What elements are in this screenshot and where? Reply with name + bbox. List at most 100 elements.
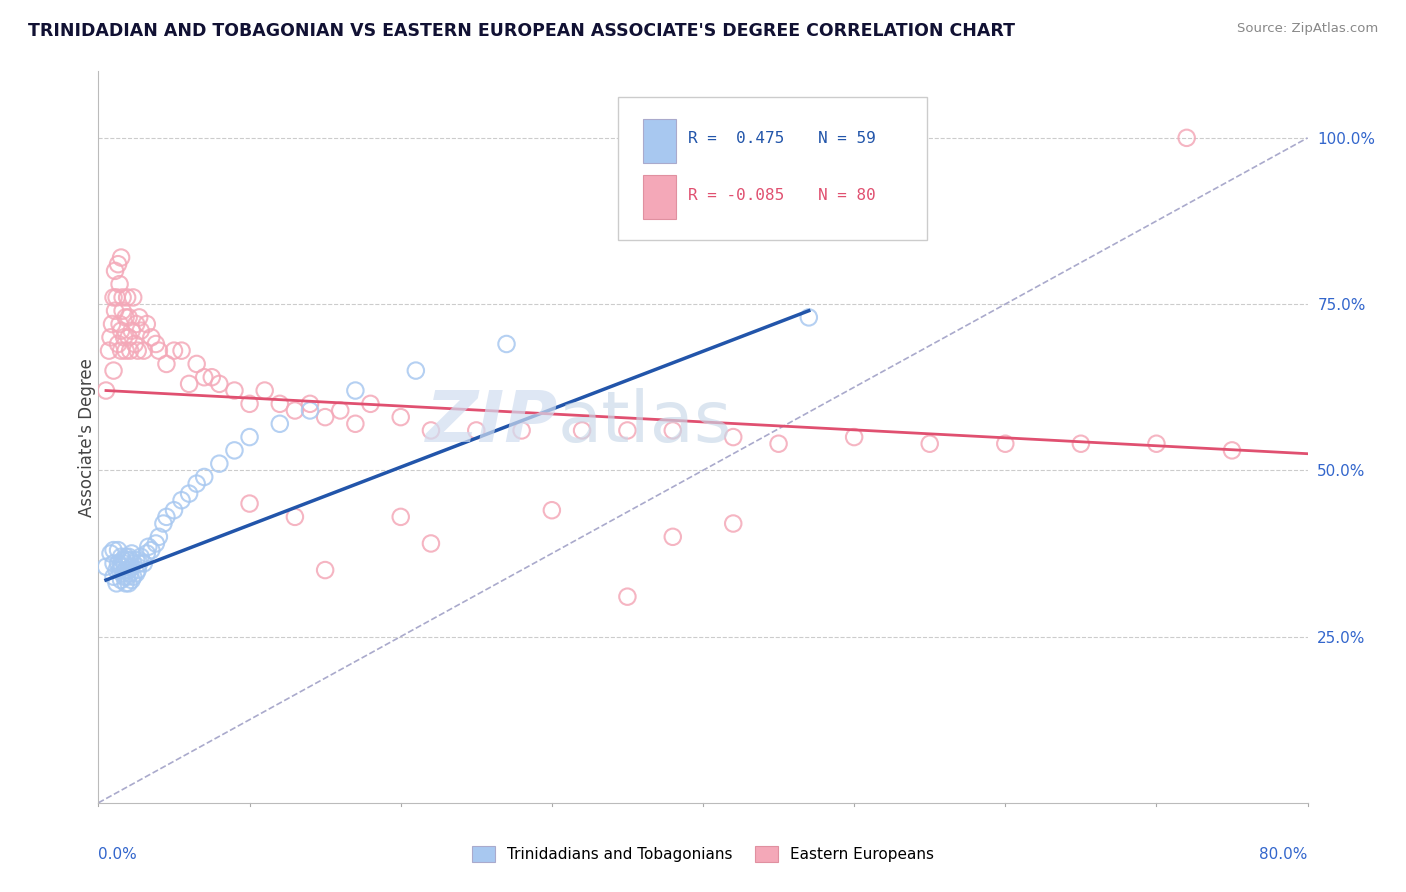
- Y-axis label: Associate's Degree: Associate's Degree: [79, 358, 96, 516]
- Point: [170, 493, 193, 508]
- Point: [314, 563, 336, 577]
- Point: [100, 546, 122, 560]
- Point: [208, 376, 231, 391]
- Point: [115, 570, 138, 584]
- Point: [94, 559, 117, 574]
- Point: [405, 363, 427, 377]
- Text: N = 59: N = 59: [818, 131, 876, 146]
- Point: [170, 343, 193, 358]
- Point: [107, 543, 129, 558]
- Point: [420, 536, 443, 550]
- Point: [136, 540, 159, 554]
- Point: [299, 397, 322, 411]
- Point: [284, 403, 307, 417]
- Point: [132, 343, 155, 358]
- Point: [723, 516, 745, 531]
- Point: [118, 330, 141, 344]
- Point: [94, 384, 117, 398]
- Point: [1175, 131, 1198, 145]
- Text: Source: ZipAtlas.com: Source: ZipAtlas.com: [1237, 22, 1378, 36]
- Point: [269, 417, 291, 431]
- Point: [163, 503, 186, 517]
- Point: [114, 563, 136, 577]
- Point: [844, 430, 866, 444]
- Point: [105, 290, 128, 304]
- Point: [193, 370, 215, 384]
- Point: [121, 546, 143, 560]
- Point: [107, 257, 129, 271]
- Point: [465, 424, 488, 438]
- Point: [269, 397, 291, 411]
- Point: [918, 436, 941, 450]
- Point: [122, 557, 145, 571]
- Point: [495, 337, 517, 351]
- Point: [239, 430, 262, 444]
- Point: [128, 310, 150, 325]
- Bar: [643, 119, 676, 163]
- Point: [389, 509, 412, 524]
- Point: [329, 403, 352, 417]
- Point: [179, 486, 201, 500]
- Point: [105, 563, 128, 577]
- Point: [118, 549, 141, 564]
- Point: [110, 324, 132, 338]
- Point: [125, 317, 148, 331]
- Point: [104, 303, 127, 318]
- Point: [110, 251, 132, 265]
- Text: 0.0%: 0.0%: [98, 847, 138, 862]
- Point: [103, 290, 125, 304]
- Point: [540, 503, 562, 517]
- Point: [111, 566, 134, 581]
- Point: [103, 570, 125, 584]
- Point: [125, 566, 148, 581]
- Point: [179, 376, 201, 391]
- Point: [115, 553, 138, 567]
- Point: [114, 310, 136, 325]
- Point: [118, 310, 141, 325]
- Point: [111, 553, 134, 567]
- Point: [571, 424, 593, 438]
- Point: [112, 570, 135, 584]
- Point: [1070, 436, 1092, 450]
- Point: [104, 264, 127, 278]
- Point: [186, 357, 208, 371]
- Point: [127, 563, 149, 577]
- Point: [616, 590, 638, 604]
- Point: [114, 576, 136, 591]
- Point: [110, 559, 132, 574]
- Point: [994, 436, 1017, 450]
- Point: [314, 410, 336, 425]
- Point: [145, 337, 167, 351]
- Point: [120, 566, 142, 581]
- Text: R =  0.475: R = 0.475: [689, 131, 785, 146]
- Text: R = -0.085: R = -0.085: [689, 188, 785, 203]
- Point: [360, 397, 382, 411]
- Point: [163, 343, 186, 358]
- Point: [107, 337, 129, 351]
- Point: [135, 546, 157, 560]
- Point: [344, 417, 367, 431]
- Point: [121, 573, 143, 587]
- Bar: [643, 175, 676, 219]
- Point: [420, 424, 443, 438]
- Point: [768, 436, 790, 450]
- Point: [201, 370, 224, 384]
- Point: [103, 363, 125, 377]
- Point: [111, 290, 134, 304]
- Point: [148, 343, 170, 358]
- Point: [155, 357, 177, 371]
- Point: [239, 397, 262, 411]
- Point: [389, 410, 412, 425]
- Point: [208, 457, 231, 471]
- Text: N = 80: N = 80: [818, 188, 876, 203]
- Point: [107, 557, 129, 571]
- Point: [98, 343, 121, 358]
- Point: [129, 324, 152, 338]
- Point: [344, 384, 367, 398]
- FancyBboxPatch shape: [619, 97, 927, 240]
- Point: [155, 509, 177, 524]
- Point: [103, 543, 125, 558]
- Legend: Trinidadians and Tobagonians, Eastern Europeans: Trinidadians and Tobagonians, Eastern Eu…: [465, 840, 941, 868]
- Point: [118, 576, 141, 591]
- Point: [1144, 436, 1167, 450]
